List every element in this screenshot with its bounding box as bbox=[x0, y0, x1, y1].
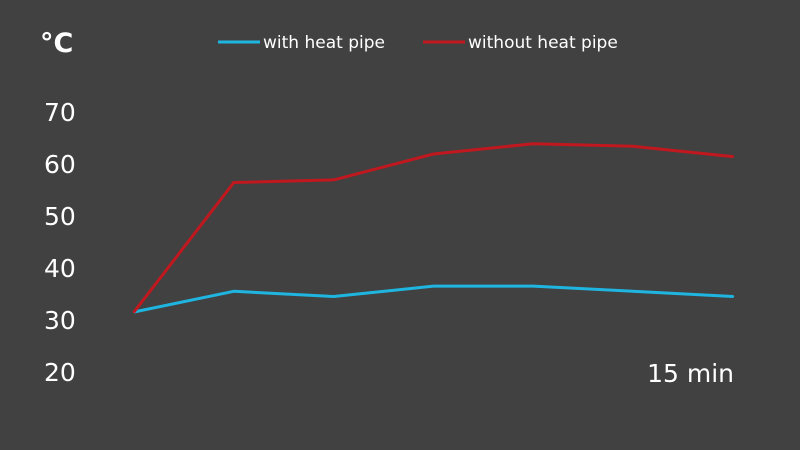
y-tick-label: 50 bbox=[44, 202, 76, 231]
legend-label-without-heat-pipe: without heat pipe bbox=[468, 33, 618, 53]
series-line-with-heat-pipe bbox=[133, 284, 734, 314]
data-point bbox=[332, 178, 335, 182]
y-unit-label: °C bbox=[40, 28, 73, 59]
data-point bbox=[731, 155, 735, 158]
x-end-label: 15 min bbox=[647, 359, 734, 388]
y-tick-label: 60 bbox=[44, 150, 76, 179]
y-tick-label: 30 bbox=[44, 306, 76, 335]
y-tick-label: 70 bbox=[44, 98, 76, 127]
data-point bbox=[432, 284, 435, 288]
series-layer bbox=[132, 142, 735, 314]
y-tick-label: 20 bbox=[44, 358, 76, 387]
legend: with heat pipe without heat pipe bbox=[218, 33, 618, 53]
data-point bbox=[731, 295, 735, 298]
data-point bbox=[632, 145, 635, 148]
data-point bbox=[532, 142, 535, 145]
data-point bbox=[232, 181, 235, 184]
data-point bbox=[332, 295, 335, 298]
data-point bbox=[232, 290, 235, 293]
data-point bbox=[432, 152, 435, 156]
y-axis-ticks: 70 60 50 40 30 20 bbox=[44, 98, 76, 387]
data-point bbox=[632, 290, 635, 293]
data-point bbox=[532, 284, 535, 288]
legend-label-with-heat-pipe: with heat pipe bbox=[263, 33, 385, 53]
y-tick-label: 40 bbox=[44, 254, 76, 283]
data-point bbox=[132, 310, 136, 314]
